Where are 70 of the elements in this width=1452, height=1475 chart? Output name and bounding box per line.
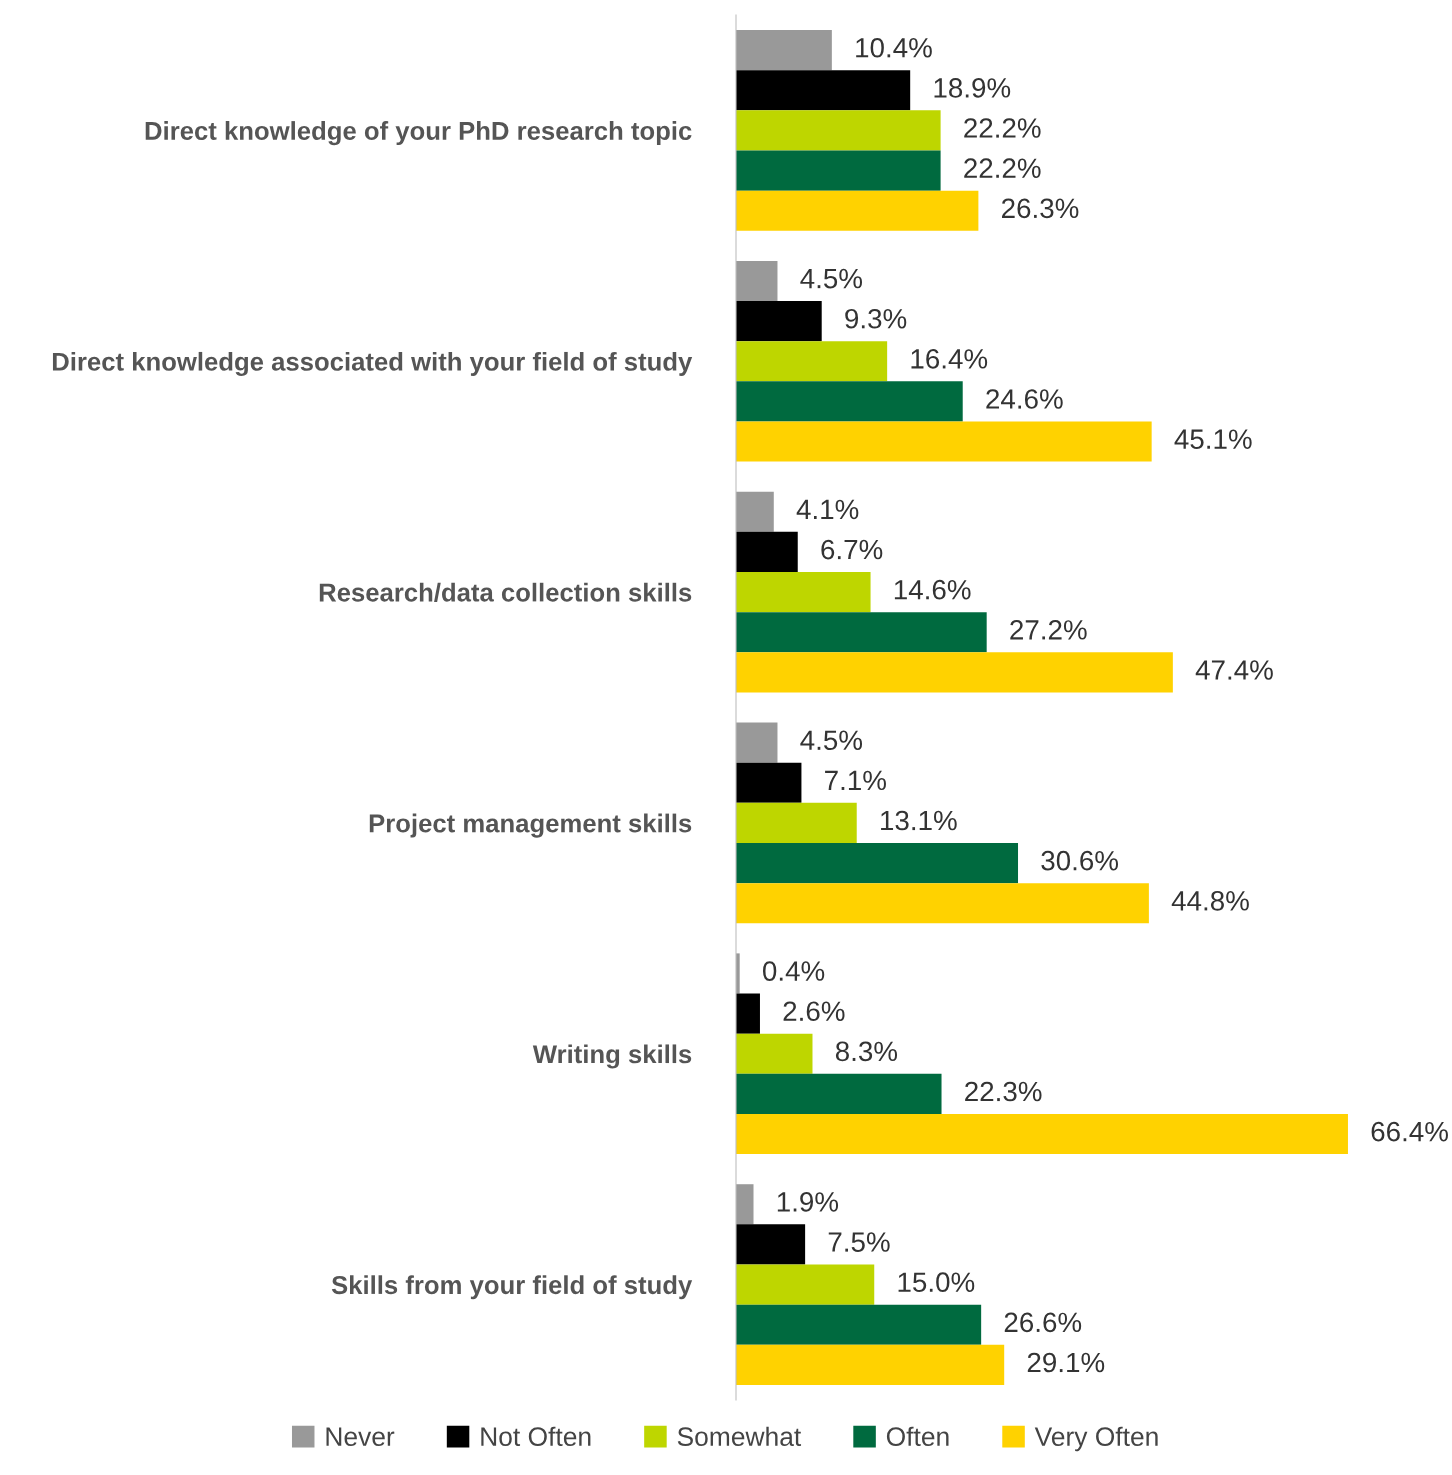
data-label: 44.8% xyxy=(1171,890,1249,911)
bar xyxy=(736,572,871,613)
data-label: 14.6% xyxy=(894,579,971,600)
bar xyxy=(736,70,911,111)
y-tick-label: Project management skills xyxy=(369,813,692,838)
bar xyxy=(736,1073,942,1114)
legend-label: Somewhat xyxy=(677,1426,802,1447)
bar xyxy=(736,150,941,191)
bar xyxy=(736,612,987,653)
data-label: 22.2% xyxy=(964,158,1041,178)
data-label: 8.3% xyxy=(835,1041,898,1062)
data-label: 18.9% xyxy=(934,78,1011,98)
data-label: 7.5% xyxy=(828,1232,890,1252)
y-tick-label: Research/data collection skills xyxy=(319,582,692,602)
data-label: 2.6% xyxy=(783,1001,845,1022)
data-label: 22.2% xyxy=(964,118,1041,138)
data-label: 66.4% xyxy=(1371,1121,1448,1142)
bar xyxy=(736,30,832,71)
bar xyxy=(736,260,778,302)
bar xyxy=(736,883,1149,924)
data-label: 0.4% xyxy=(762,961,825,981)
bar xyxy=(736,1184,754,1225)
bar xyxy=(736,1304,982,1345)
bar xyxy=(736,722,778,763)
data-label: 16.4% xyxy=(911,349,988,369)
data-label: 7.1% xyxy=(825,770,886,791)
bar xyxy=(736,1344,1005,1385)
data-label: 45.1% xyxy=(1174,429,1252,449)
bar xyxy=(736,491,774,532)
data-label: 15.0% xyxy=(898,1272,975,1293)
bar xyxy=(736,842,1019,884)
bar xyxy=(736,993,760,1034)
data-label: 26.6% xyxy=(1004,1312,1082,1333)
y-tick-label: Direct knowledge associated with your field of study xyxy=(52,351,693,376)
bar xyxy=(736,110,941,151)
bar xyxy=(736,1033,813,1074)
data-label: 29.1% xyxy=(1027,1352,1105,1373)
legend-label: Never xyxy=(326,1427,395,1447)
y-tick-label: Direct knowledge of your PhD research topic xyxy=(145,121,692,146)
bar xyxy=(736,301,822,342)
bar xyxy=(736,1224,806,1265)
bar xyxy=(736,1264,875,1305)
bar xyxy=(736,381,963,422)
data-label: 26.3% xyxy=(1002,198,1079,219)
bar xyxy=(736,190,979,231)
bar xyxy=(736,1113,1348,1155)
data-label: 9.3% xyxy=(845,308,907,329)
bar xyxy=(736,762,802,803)
data-label: 4.5% xyxy=(800,268,863,289)
data-label: 13.1% xyxy=(881,810,957,831)
legend-label: Often xyxy=(886,1426,949,1447)
legend-label: Not Often xyxy=(481,1426,591,1447)
data-label: 6.7% xyxy=(821,539,883,560)
bar xyxy=(736,341,888,382)
bar xyxy=(736,421,1152,462)
data-label: 4.1% xyxy=(796,499,859,520)
data-label: 30.6% xyxy=(1041,850,1119,871)
bar xyxy=(736,652,1173,693)
data-label: 47.4% xyxy=(1195,660,1273,680)
data-label: 10.4% xyxy=(856,37,932,58)
y-tick-label: Writing skills xyxy=(532,1044,692,1069)
data-label: 4.5% xyxy=(800,730,863,751)
data-label: 1.9% xyxy=(777,1192,839,1212)
bar xyxy=(736,802,857,843)
data-label: 24.6% xyxy=(986,389,1063,409)
y-tick-label: Skills from your field of study xyxy=(331,1275,693,1300)
legend-label: Very Often xyxy=(1034,1426,1158,1452)
data-label: 27.2% xyxy=(1010,620,1087,640)
data-label: 22.3% xyxy=(965,1081,1042,1102)
bar xyxy=(736,531,798,573)
